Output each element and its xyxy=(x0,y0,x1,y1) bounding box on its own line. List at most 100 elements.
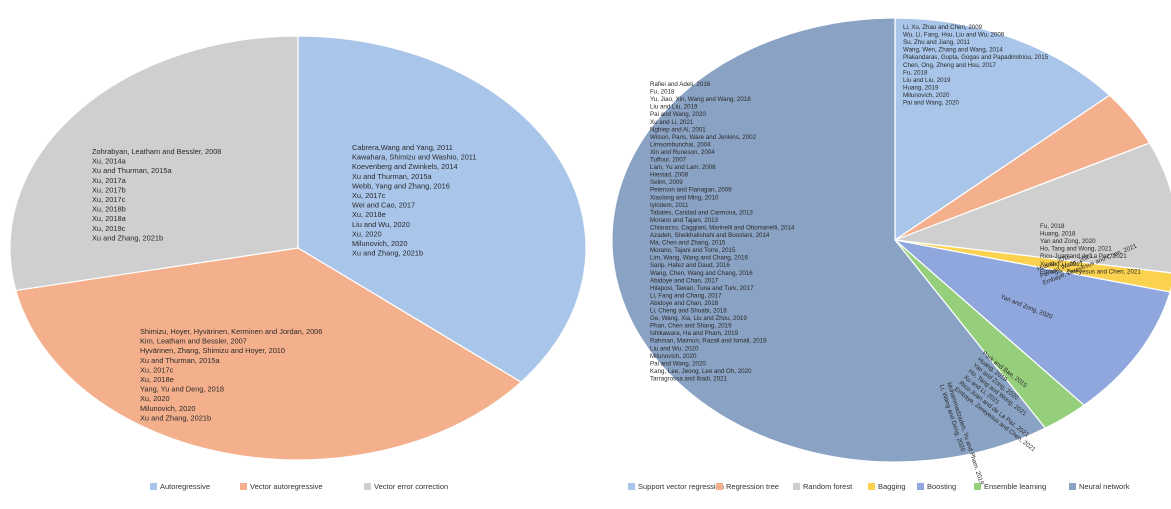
legend-label-vector-error-correction: Vector error correction xyxy=(374,482,448,491)
slice-label: Iyiridem, 2011 xyxy=(650,202,689,209)
slice-label: Webb, Yang and Zhang, 2016 xyxy=(352,181,450,190)
slice-label: Plakandaras, Gupta, Gogas and Papadimitr… xyxy=(903,54,1049,61)
pie-slice-autoregressive xyxy=(297,35,587,383)
slice-label: Li, Cheng and Shoabi, 2018 xyxy=(650,308,727,315)
slice-label: Liu and Liu, 2019 xyxy=(903,77,951,84)
slice-label: Xin and Runeson, 2004 xyxy=(650,149,715,156)
slice-label: Huang, 2018 xyxy=(1040,231,1076,238)
slice-label: Chiarazzo, Caggiani, Marinelli and Ottom… xyxy=(650,224,795,231)
pie-slice-random-forest xyxy=(894,142,1171,274)
slice-label: Fu, 2018 xyxy=(650,89,675,96)
slice-label: Yan and Zong, 2020 xyxy=(1040,238,1096,245)
slice-label: Xu and Li, 2021 xyxy=(1040,261,1084,268)
legend-swatch-boosting xyxy=(917,483,924,490)
slice-label: Tabales, Caridad and Carmona, 2013 xyxy=(650,209,753,216)
legend-swatch-neural-network xyxy=(1069,483,1076,490)
slice-label: Huang, 2019 xyxy=(903,84,939,91)
slice-label: Peterson and Flanagan, 2009 xyxy=(650,187,732,194)
slice-label: Ho, Tang and Wong, 2021 xyxy=(1040,246,1112,253)
legend-swatch-regression-tree xyxy=(716,483,723,490)
slice-label: Xu and Zhang, 2021b xyxy=(352,249,423,258)
slice-label: Abidoye and Chan, 2018 xyxy=(650,300,719,307)
slice-label: Wang, Chen, Wang and Chang, 2016 xyxy=(650,270,753,277)
slice-label: Rahman, Maimun, Razali and Ismail, 2019 xyxy=(650,338,767,345)
slice-label: Xu, 2017b xyxy=(92,185,126,194)
slice-label: Xu and Thurman, 2015a xyxy=(92,166,172,175)
slice-label: Lim, Wang, Wang and Chang, 2016 xyxy=(650,255,748,262)
slice-label: Xu and Thurman, 2015a xyxy=(352,172,432,181)
slice-label: Tuffour, 2007 xyxy=(650,157,687,164)
slice-label: Limsombunchai, 2004 xyxy=(650,141,711,148)
slice-label: Xu, 2018a xyxy=(92,214,127,223)
slice-label: Xu and Zhang, 2021b xyxy=(140,413,211,422)
slice-label: Yu, Jiao, Xin, Wang and Wang, 2018 xyxy=(650,96,751,103)
legend-swatch-ensemble-learning xyxy=(974,483,981,490)
slice-label: Pai and Wang, 2020 xyxy=(650,111,706,118)
legend-label-support-vector-regression: Support vector regression xyxy=(638,482,724,491)
slice-label: Xu and Zhang, 2021b xyxy=(92,233,163,242)
slice-label: Xu, 2017c xyxy=(92,195,126,204)
legend-swatch-support-vector-regression xyxy=(628,483,635,490)
legend-label-random-forest: Random forest xyxy=(803,482,853,491)
slice-label: Xu, 2017a xyxy=(92,176,127,185)
legend-label-boosting: Boosting xyxy=(927,482,956,491)
slice-label: Embaye, Zereyesus and Chen, 2021 xyxy=(1040,268,1141,275)
slice-label: Xu, 2020 xyxy=(140,394,170,403)
slice-label: Fu, 2018 xyxy=(1040,223,1065,230)
slice-label: Morano and Tajani, 2013 xyxy=(650,217,719,224)
legend-swatch-bagging xyxy=(868,483,875,490)
legend-label-vector-autoregressive: Vector autoregressive xyxy=(250,482,323,491)
slice-label: Xu, 2020 xyxy=(352,229,382,238)
slice-label-group-vector-error-correction: Zohrabyan, Leatham and Bessler, 2008Xu, … xyxy=(92,147,221,242)
slice-label: Shimizu, Hoyer, Hyvärinen, Kerminen and … xyxy=(140,327,322,336)
legend-label-neural-network: Neural network xyxy=(1079,482,1130,491)
slice-label: Nghiep and Al, 2001 xyxy=(650,126,706,133)
slice-label: Ishikawara, Ha and Pham, 2019 xyxy=(650,330,739,337)
pie-slice-neural-network xyxy=(611,17,1047,463)
slice-label: Ge, Wang, Xia, Liu and Zhou, 2019 xyxy=(650,315,747,322)
slice-label: Xu and Li, 2021 xyxy=(650,119,694,126)
slice-label: Tarragrossa and Ibadi, 2021 xyxy=(650,375,728,382)
legend-right: Support vector regression Regression tree… xyxy=(628,482,1130,491)
slice-label-group-vector-autoregressive: Shimizu, Hoyer, Hyvärinen, Kerminen and … xyxy=(140,327,322,422)
slice-label: Milunovich, 2020 xyxy=(903,92,950,99)
slice-label: Chen, Ong, Zheng and Hsu, 2017 xyxy=(903,62,996,69)
legend-swatch-vector-error-correction xyxy=(364,483,371,490)
slice-label: Li, Fang and Chang, 2017 xyxy=(650,292,722,299)
slice-label: Yang, Yu and Deng, 2018 xyxy=(140,385,224,394)
legend-swatch-random-forest xyxy=(793,483,800,490)
slice-label: Wei and Cao, 2017 xyxy=(352,201,415,210)
slice-label: Xu, 2017c xyxy=(140,365,174,374)
legend-left: Autoregressive Vector autoregressive Vecto… xyxy=(150,482,448,491)
slice-label: Ma, Chen and Zhang, 2015 xyxy=(650,240,726,247)
legend-label-ensemble-learning: Ensemble learning xyxy=(984,482,1046,491)
legend-label-autoregressive: Autoregressive xyxy=(160,482,210,491)
slice-label: Zohrabyan, Leatham and Bessler, 2008 xyxy=(92,147,221,156)
slice-label: Xu, 2019c xyxy=(92,224,126,233)
pie-slice-support-vector-regression xyxy=(894,17,1111,242)
slice-label: Milunovich, 2020 xyxy=(650,353,697,360)
slice-label: Hyvärinen, Zhang, Shimizu and Hoyer, 201… xyxy=(140,346,285,355)
slice-label: Wu, Li, Fang, Hsu, Liu and Wu, 2009 xyxy=(903,32,1005,39)
slice-label: Xu, 2017c xyxy=(352,191,386,200)
slice-label: Su, Zhu and Jiang, 2011 xyxy=(903,39,971,46)
slice-label: Pai and Wang, 2020 xyxy=(903,100,959,107)
slice-label: Liu and Wu, 2020 xyxy=(352,220,410,229)
slice-label: Liu and Liu, 2019 xyxy=(650,104,698,111)
slice-label: Koevenberg and Zwinkels, 2014 xyxy=(352,162,458,171)
slice-label: Morano, Tajani and Torre, 2015 xyxy=(650,247,736,254)
slice-label: Wang, Wen, Zhang and Wang, 2014 xyxy=(903,47,1003,54)
slice-label: Xu and Thurman, 2015a xyxy=(140,356,220,365)
slice-label: Xiaolong and Ming, 2010 xyxy=(650,194,719,201)
slice-label: Kang, Lee, Jeong, Lee and Oh, 2020 xyxy=(650,368,752,375)
slice-label: Fu, 2018 xyxy=(903,69,928,76)
slice-label: Wilson, Paris, Ware and Jenkins, 2002 xyxy=(650,134,757,141)
legend-label-bagging: Bagging xyxy=(878,482,906,491)
slice-label: Xu, 2014a xyxy=(92,157,127,166)
